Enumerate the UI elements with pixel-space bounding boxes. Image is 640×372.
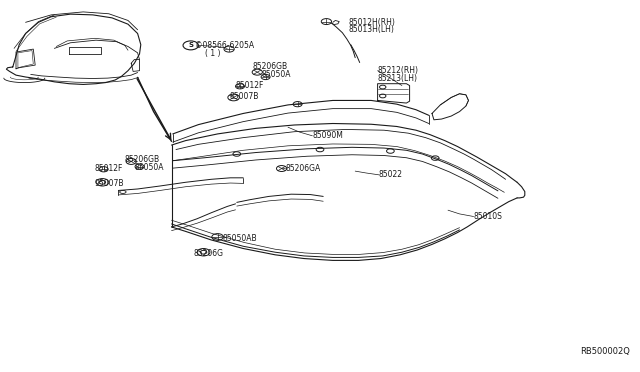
Text: 85050A: 85050A — [261, 70, 291, 79]
Text: 85206G: 85206G — [193, 249, 223, 258]
Text: 85012H(RH): 85012H(RH) — [349, 18, 396, 27]
Text: 85012F: 85012F — [236, 81, 264, 90]
Text: 85022: 85022 — [379, 170, 403, 179]
Text: S: S — [188, 42, 193, 48]
Text: ( 1 ): ( 1 ) — [205, 49, 220, 58]
Text: 85212(RH): 85212(RH) — [378, 66, 419, 75]
Text: 85013H(LH): 85013H(LH) — [349, 25, 395, 34]
Text: 85050A: 85050A — [134, 163, 164, 172]
Text: 85213(LH): 85213(LH) — [378, 74, 417, 83]
Text: 85206GB: 85206GB — [125, 155, 160, 164]
Text: 95007B: 95007B — [95, 179, 124, 187]
Text: 85206GB: 85206GB — [253, 62, 288, 71]
Text: 85007B: 85007B — [229, 92, 259, 101]
Text: 85012F: 85012F — [95, 164, 123, 173]
Text: 85090M: 85090M — [312, 131, 343, 140]
Text: 85206GA: 85206GA — [285, 164, 321, 173]
Text: 85010S: 85010S — [474, 212, 502, 221]
Text: RB500002Q: RB500002Q — [580, 347, 630, 356]
Text: ©08566-6205A: ©08566-6205A — [195, 41, 254, 50]
Text: 85050AB: 85050AB — [223, 234, 257, 243]
